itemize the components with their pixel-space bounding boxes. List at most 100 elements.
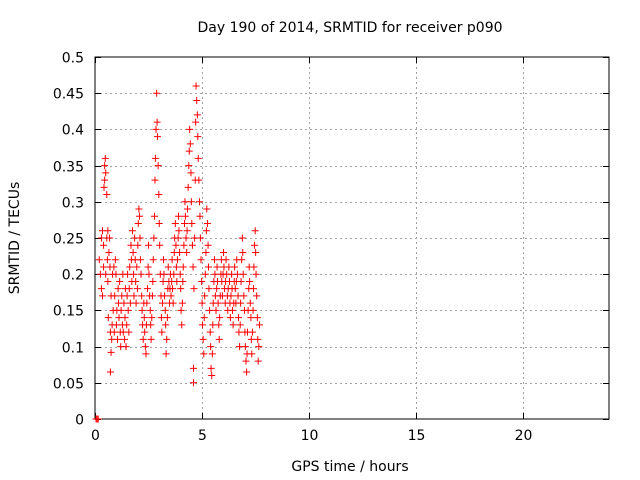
data-point: [147, 321, 155, 329]
data-point: [121, 314, 129, 322]
data-point: [211, 256, 219, 264]
data-point: [112, 270, 120, 278]
data-point: [139, 335, 147, 343]
data-point: [141, 328, 149, 336]
data-point: [173, 256, 181, 264]
data-point: [173, 277, 181, 285]
data-point: [251, 227, 259, 235]
data-point: [188, 220, 196, 228]
data-point: [101, 154, 109, 162]
data-point: [134, 241, 142, 249]
data-point: [246, 299, 254, 307]
data-point: [234, 314, 242, 322]
data-point: [133, 263, 141, 271]
data-point: [106, 368, 114, 376]
data-point: [253, 314, 261, 322]
data-point: [141, 343, 149, 351]
data-point: [125, 328, 133, 336]
data-point: [199, 335, 207, 343]
data-point: [204, 241, 212, 249]
data-points: [92, 82, 263, 423]
data-point: [197, 256, 205, 264]
data-point: [126, 263, 134, 271]
data-point: [205, 285, 213, 293]
data-point: [138, 306, 146, 314]
data-point: [238, 256, 246, 264]
data-point: [175, 212, 183, 220]
data-point: [254, 335, 262, 343]
data-point: [247, 314, 255, 322]
data-point: [251, 241, 259, 249]
data-point: [208, 372, 216, 380]
data-point: [155, 191, 163, 199]
data-point: [212, 306, 220, 314]
data-point: [188, 241, 196, 249]
data-point: [104, 314, 112, 322]
data-point: [106, 234, 114, 242]
data-point: [193, 111, 201, 119]
data-point: [153, 89, 161, 97]
data-point: [237, 299, 245, 307]
data-point: [231, 263, 239, 271]
data-point: [128, 227, 136, 235]
data-point: [157, 314, 165, 322]
data-point: [94, 415, 102, 423]
data-point: [169, 285, 177, 293]
data-point: [124, 270, 132, 278]
data-point: [169, 299, 177, 307]
data-point: [190, 285, 198, 293]
data-point: [182, 234, 190, 242]
y-tick-label: 0.1: [62, 341, 84, 357]
data-point: [143, 299, 151, 307]
data-point: [216, 314, 224, 322]
data-point: [215, 321, 223, 329]
data-point: [132, 277, 140, 285]
data-point: [242, 357, 250, 365]
data-point: [194, 133, 202, 141]
data-point: [239, 248, 247, 256]
data-point: [240, 292, 248, 300]
data-point: [181, 198, 189, 206]
data-point: [255, 321, 263, 329]
data-point: [227, 292, 235, 300]
x-tick-label: 10: [301, 428, 319, 444]
data-point: [181, 212, 189, 220]
data-point: [239, 270, 247, 278]
data-point: [154, 133, 162, 141]
data-point: [231, 285, 239, 293]
data-point: [100, 263, 108, 271]
data-point: [192, 82, 200, 90]
data-point: [133, 285, 141, 293]
data-point: [238, 234, 246, 242]
data-point: [110, 328, 118, 336]
data-point: [170, 270, 178, 278]
x-tick-label: 5: [198, 428, 207, 444]
data-point: [190, 364, 198, 372]
data-point: [248, 350, 256, 358]
data-point: [246, 277, 254, 285]
data-point: [149, 256, 157, 264]
data-point: [114, 285, 122, 293]
data-point: [151, 176, 159, 184]
data-point: [178, 321, 186, 329]
data-point: [194, 154, 202, 162]
data-point: [149, 277, 157, 285]
y-tick-label: 0.5: [62, 51, 84, 67]
data-point: [177, 285, 185, 293]
data-point: [190, 379, 198, 387]
data-point: [163, 335, 171, 343]
data-point: [181, 220, 189, 228]
data-point: [145, 270, 153, 278]
x-tick-label: 20: [515, 428, 533, 444]
data-point: [148, 314, 156, 322]
data-point: [140, 314, 148, 322]
data-point: [112, 321, 120, 329]
data-point: [207, 364, 215, 372]
data-point: [196, 212, 204, 220]
data-point: [187, 198, 195, 206]
data-point: [123, 292, 131, 300]
y-tick-label: 0.15: [53, 304, 84, 320]
data-point: [196, 234, 204, 242]
data-point: [100, 241, 108, 249]
